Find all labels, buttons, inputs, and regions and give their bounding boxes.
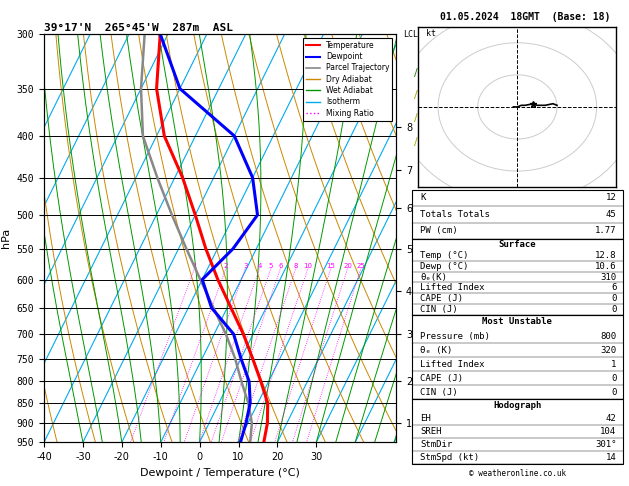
Text: /: / xyxy=(414,137,418,147)
Text: 8: 8 xyxy=(293,263,298,269)
Y-axis label: hPa: hPa xyxy=(1,228,11,248)
Text: Pressure (mb): Pressure (mb) xyxy=(420,331,490,341)
Text: kt: kt xyxy=(426,29,436,38)
Bar xyxy=(412,399,623,464)
Text: 6: 6 xyxy=(278,263,282,269)
Text: Surface: Surface xyxy=(499,240,536,249)
Text: StmDir: StmDir xyxy=(420,440,453,449)
Text: 1.77: 1.77 xyxy=(595,226,616,235)
Text: Most Unstable: Most Unstable xyxy=(482,317,552,327)
Text: 6: 6 xyxy=(611,283,616,293)
X-axis label: Dewpoint / Temperature (°C): Dewpoint / Temperature (°C) xyxy=(140,468,300,478)
Text: 1: 1 xyxy=(611,360,616,369)
Text: θₑ (K): θₑ (K) xyxy=(420,346,453,355)
Text: 20: 20 xyxy=(343,263,352,269)
Text: 14: 14 xyxy=(606,453,616,462)
Text: Lifted Index: Lifted Index xyxy=(420,360,485,369)
Text: SREH: SREH xyxy=(420,427,442,436)
Text: 0: 0 xyxy=(611,294,616,303)
Text: PW (cm): PW (cm) xyxy=(420,226,458,235)
Text: θₑ(K): θₑ(K) xyxy=(420,273,447,281)
Text: 1: 1 xyxy=(192,263,197,269)
Text: 104: 104 xyxy=(600,427,616,436)
Text: LCL: LCL xyxy=(403,30,418,38)
Text: © weatheronline.co.uk: © weatheronline.co.uk xyxy=(469,469,566,478)
Text: StmSpd (kt): StmSpd (kt) xyxy=(420,453,479,462)
Text: EH: EH xyxy=(420,414,431,423)
Bar xyxy=(412,239,623,315)
Legend: Temperature, Dewpoint, Parcel Trajectory, Dry Adiabat, Wet Adiabat, Isotherm, Mi: Temperature, Dewpoint, Parcel Trajectory… xyxy=(303,38,392,121)
Text: 0: 0 xyxy=(611,388,616,397)
Text: 800: 800 xyxy=(600,331,616,341)
Text: CIN (J): CIN (J) xyxy=(420,388,458,397)
Text: 0: 0 xyxy=(611,374,616,383)
Text: 42: 42 xyxy=(606,414,616,423)
Text: 01.05.2024  18GMT  (Base: 18): 01.05.2024 18GMT (Base: 18) xyxy=(440,12,610,22)
Text: 12.8: 12.8 xyxy=(595,251,616,260)
Text: 3: 3 xyxy=(243,263,247,269)
Bar xyxy=(412,190,623,239)
Text: Totals Totals: Totals Totals xyxy=(420,210,490,219)
Text: 4: 4 xyxy=(257,263,262,269)
Text: Ш: Ш xyxy=(414,294,423,303)
Text: 310: 310 xyxy=(600,273,616,281)
Text: 5: 5 xyxy=(269,263,273,269)
Text: Dewp (°C): Dewp (°C) xyxy=(420,261,469,271)
Text: Ш: Ш xyxy=(414,336,423,345)
Text: Ш: Ш xyxy=(414,257,423,266)
Bar xyxy=(412,315,623,399)
Text: Ш: Ш xyxy=(414,383,423,392)
Text: 45: 45 xyxy=(606,210,616,219)
Text: CIN (J): CIN (J) xyxy=(420,305,458,314)
Text: Temp (°C): Temp (°C) xyxy=(420,251,469,260)
Text: 15: 15 xyxy=(326,263,335,269)
Text: 301°: 301° xyxy=(595,440,616,449)
Text: Lifted Index: Lifted Index xyxy=(420,283,485,293)
Text: 320: 320 xyxy=(600,346,616,355)
Text: 0: 0 xyxy=(611,305,616,314)
Text: /: / xyxy=(414,90,418,100)
Text: 10: 10 xyxy=(303,263,313,269)
Text: 39°17'N  265°45'W  287m  ASL: 39°17'N 265°45'W 287m ASL xyxy=(44,23,233,33)
Text: 10.6: 10.6 xyxy=(595,261,616,271)
Text: 25: 25 xyxy=(357,263,365,269)
Y-axis label: km
ASL: km ASL xyxy=(428,238,447,260)
Text: 2: 2 xyxy=(223,263,228,269)
Text: /: / xyxy=(414,69,418,78)
Text: CAPE (J): CAPE (J) xyxy=(420,374,464,383)
Text: /: / xyxy=(414,113,418,123)
Text: Ш: Ш xyxy=(414,438,423,447)
Text: Hodograph: Hodograph xyxy=(493,401,542,410)
Text: 12: 12 xyxy=(606,193,616,202)
Text: CAPE (J): CAPE (J) xyxy=(420,294,464,303)
Text: K: K xyxy=(420,193,426,202)
